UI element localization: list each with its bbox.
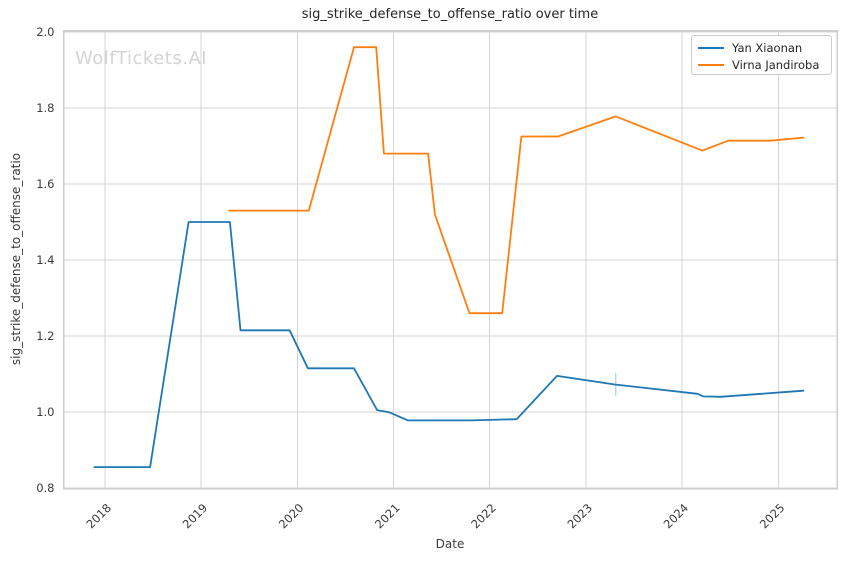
x-axis-label: Date xyxy=(435,537,465,551)
y-axis-label: sig_strike_defense_to_offense_ratio xyxy=(9,152,23,366)
y-tick-label: 1.8 xyxy=(36,101,54,115)
legend: Yan Xiaonan Virna Jandiroba xyxy=(691,35,832,75)
watermark: WolfTickets.AI xyxy=(75,48,208,69)
legend-label-yan-xiaonan: Yan Xiaonan xyxy=(732,40,803,55)
x-tick-label: 2020 xyxy=(276,501,307,532)
y-tick-label: 2.0 xyxy=(36,25,54,39)
series-line-virna-jandiroba xyxy=(228,46,805,315)
legend-item-yan-xiaonan: Yan Xiaonan xyxy=(698,39,831,56)
y-tick-label: 1.4 xyxy=(36,253,54,267)
plot-border xyxy=(62,29,838,490)
x-tick-label: 2019 xyxy=(180,501,211,532)
x-tick-label: 2018 xyxy=(83,501,114,532)
legend-item-virna-jandiroba: Virna Jandiroba xyxy=(698,56,831,73)
y-tick-label: 1.2 xyxy=(36,329,54,343)
x-tick-label: 2025 xyxy=(757,501,788,532)
x-tick-label: 2023 xyxy=(564,501,595,532)
x-tick-label: 2021 xyxy=(372,501,403,532)
legend-line-swatch-orange xyxy=(698,63,724,66)
series-line-yan-xiaonan xyxy=(93,221,805,469)
x-tick-label: 2022 xyxy=(468,501,499,532)
x-tick-label: 2024 xyxy=(661,501,692,532)
y-tick-label: 1.6 xyxy=(36,177,54,191)
legend-label-virna-jandiroba: Virna Jandiroba xyxy=(732,57,820,72)
y-tick-label: 0.8 xyxy=(36,481,54,495)
chart-title: sig_strike_defense_to_offense_ratio over… xyxy=(301,7,599,22)
y-tick-label: 1.0 xyxy=(36,405,54,419)
legend-line-swatch-blue xyxy=(698,46,724,49)
